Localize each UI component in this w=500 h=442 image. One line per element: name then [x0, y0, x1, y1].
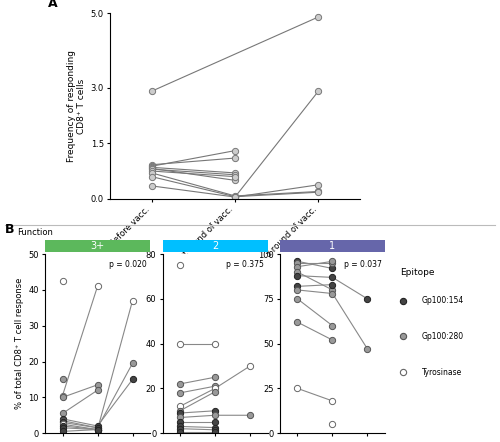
Text: Epitope: Epitope [400, 268, 435, 278]
Y-axis label: % of total CD8⁺ T cell response: % of total CD8⁺ T cell response [15, 278, 24, 409]
Text: Gp100:154: Gp100:154 [422, 296, 464, 305]
Text: 3+: 3+ [90, 241, 104, 251]
Text: p = 0.020: p = 0.020 [109, 259, 147, 269]
Text: Gp100:280: Gp100:280 [422, 332, 464, 341]
Text: 2: 2 [212, 241, 218, 251]
Text: A: A [48, 0, 57, 10]
Text: Function: Function [18, 229, 54, 237]
Text: B: B [5, 223, 15, 236]
Text: Tyrosinase: Tyrosinase [422, 368, 462, 377]
Y-axis label: Frequency of responding
CD8⁺ T cells: Frequency of responding CD8⁺ T cells [67, 50, 86, 162]
Text: p = 0.037: p = 0.037 [344, 259, 382, 269]
Text: 1: 1 [330, 241, 336, 251]
Text: p = 0.375: p = 0.375 [226, 259, 264, 269]
